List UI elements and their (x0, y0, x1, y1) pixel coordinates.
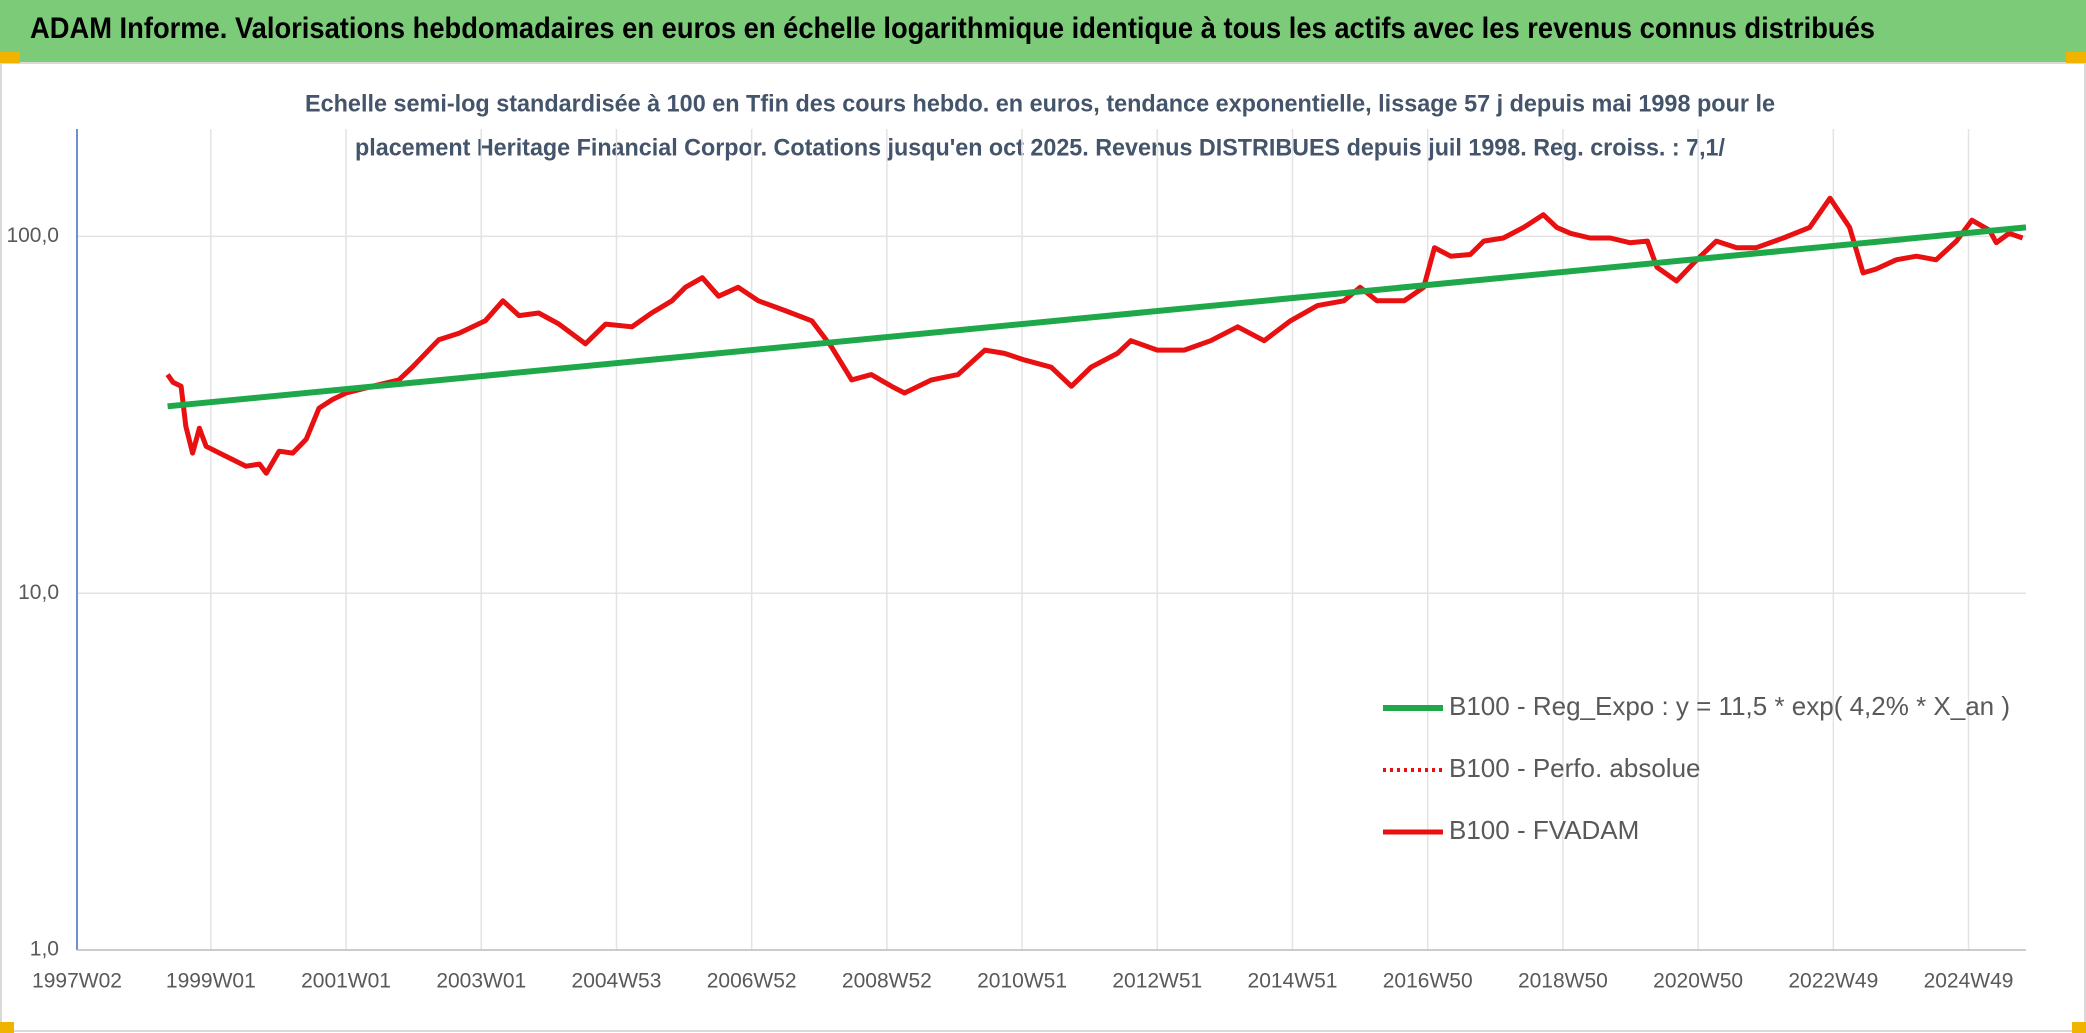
header-bar (0, 0, 2086, 63)
corner (0, 1022, 14, 1033)
legend-label: B100 - Reg_Expo : y = 11,5 * exp( 4,2% *… (1449, 691, 2010, 721)
x-tick-label: 2024W49 (1924, 970, 2014, 993)
y-tick-label: 10,0 (18, 581, 59, 604)
corner (2066, 52, 2086, 63)
series-line (165, 195, 2024, 476)
x-tick-label: 2020W50 (1653, 970, 1743, 993)
x-tick-label: 2014W51 (1248, 970, 1338, 993)
legend-label: B100 - FVADAM (1449, 815, 1639, 845)
corner (0, 52, 20, 63)
y-tick-label: 100,0 (6, 224, 59, 247)
x-tick-label: 1999W01 (166, 970, 256, 993)
y-tick-label: 1,0 (30, 938, 59, 961)
x-tick-label: 2008W52 (842, 970, 932, 993)
x-tick-label: 2001W01 (301, 970, 391, 993)
subtitle: placement Heritage Financial Corpor. Cot… (355, 134, 1725, 161)
legend-label: B100 - Perfo. absolue (1449, 753, 1701, 783)
x-tick-label: 2006W52 (707, 970, 797, 993)
x-tick-label: 2018W50 (1518, 970, 1608, 993)
x-tick-label: 2016W50 (1383, 970, 1473, 993)
frame (0, 62, 2086, 1032)
subtitle: Echelle semi-log standardisée à 100 en T… (305, 90, 1775, 117)
x-tick-label: 2003W01 (436, 970, 526, 993)
x-tick-label: 2012W51 (1112, 970, 1202, 993)
x-tick-label: 2022W49 (1788, 970, 1878, 993)
series-line (167, 224, 2027, 410)
corner (2072, 1022, 2086, 1033)
x-tick-label: 1997W02 (32, 970, 122, 993)
x-tick-label: 2010W51 (977, 970, 1067, 993)
x-tick-label: 2004W53 (572, 970, 662, 993)
header-title: ADAM Informe. Valorisations hebdomadaire… (30, 12, 1875, 45)
